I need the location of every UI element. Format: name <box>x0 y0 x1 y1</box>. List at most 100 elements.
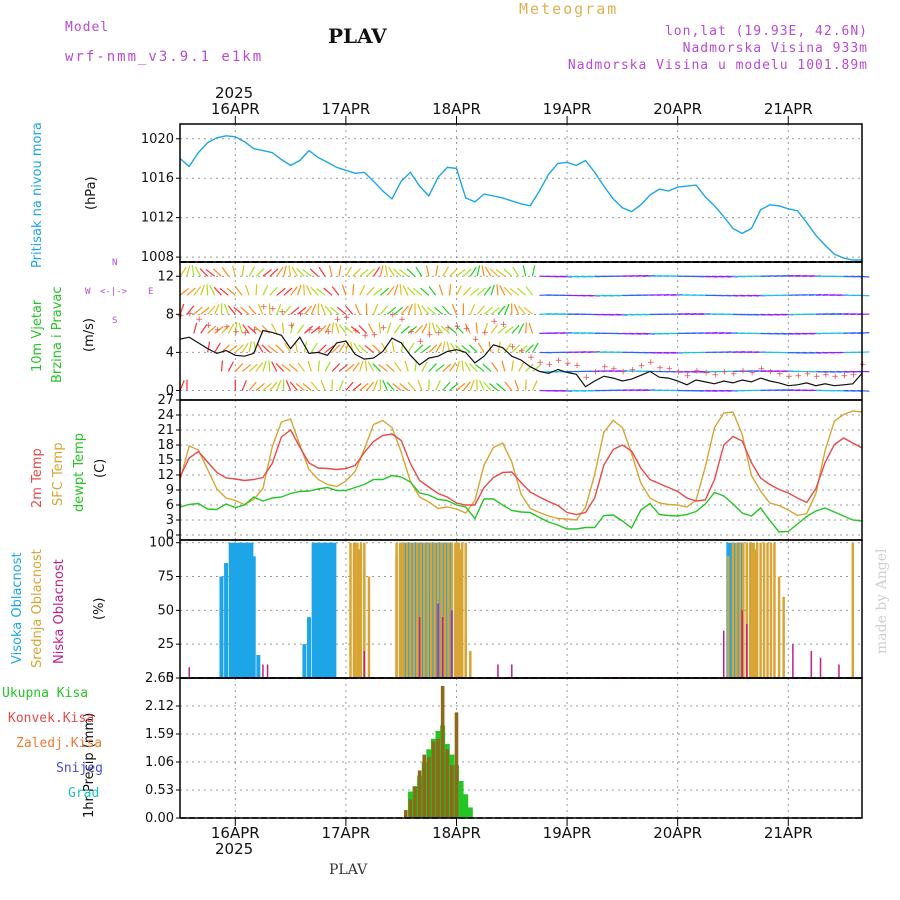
wind-arrow <box>461 360 464 372</box>
wind-arrow <box>317 344 327 353</box>
wind-arrow <box>518 323 525 334</box>
wind-arrow <box>255 382 265 391</box>
wind-arrow <box>394 362 402 372</box>
conv-rain-bar <box>417 770 422 818</box>
wind-arrow <box>316 287 326 296</box>
gust-mark: + <box>527 353 535 363</box>
wind-arrow <box>205 268 215 277</box>
gust-mark: + <box>601 363 609 373</box>
wind-arrow <box>297 324 305 334</box>
wind-arrow <box>504 381 513 391</box>
y-tick-label: 1008 <box>141 250 174 265</box>
y-tick-label: 0 <box>166 528 174 543</box>
wind-arrow <box>379 265 384 277</box>
wind-arrow <box>469 379 475 391</box>
model-label: Model <box>65 20 110 35</box>
compass-w: W <box>85 287 91 297</box>
wind-arrow <box>275 344 285 353</box>
wind-arrow <box>400 305 409 315</box>
y-tick-label: 75 <box>157 570 174 585</box>
gust-mark: + <box>232 327 240 337</box>
wind-arrow <box>207 305 216 315</box>
wind-barbs <box>179 265 870 392</box>
high_cloud-bar <box>245 542 250 678</box>
low_cloud-bar <box>451 610 453 678</box>
wind-arrow <box>442 341 446 353</box>
gust-mark: + <box>638 362 646 372</box>
wind-arrow <box>352 268 362 277</box>
wind-arrow <box>483 322 489 334</box>
wind-arrow <box>483 381 492 391</box>
legend-hail: Grad <box>68 786 100 801</box>
wind-arrow <box>392 268 402 277</box>
wind-arrow <box>352 383 362 391</box>
mid_cloud-bar <box>457 542 461 678</box>
wind-arrow <box>283 265 287 277</box>
wind-arrow <box>496 284 499 296</box>
wind-arrow <box>391 341 395 353</box>
wind-arrow <box>367 323 375 334</box>
wind-arrow <box>386 306 397 315</box>
low_cloud-bar <box>723 630 725 678</box>
wind-arrow <box>522 265 527 277</box>
wind-arrow <box>488 341 492 353</box>
low_cloud-bar <box>418 617 421 678</box>
wind-arrow <box>379 305 388 315</box>
x-tick-label-bottom: 18APR <box>432 824 481 842</box>
gust-mark: + <box>758 365 766 375</box>
wind-arrow <box>417 303 423 315</box>
wind-arrow <box>200 306 210 315</box>
wind-arrow <box>455 285 463 296</box>
wind-arrow <box>435 265 439 277</box>
wind-arrow <box>214 342 221 353</box>
mid_cloud-bar <box>464 637 467 678</box>
wind-arrow <box>194 266 202 277</box>
high_cloud-bar <box>332 542 337 678</box>
gust-mark: + <box>831 372 839 382</box>
wind-arrow <box>503 286 513 296</box>
gust-mark: + <box>242 328 250 338</box>
wind-arrow <box>435 324 444 334</box>
mid_cloud-bar <box>353 542 357 678</box>
high_cloud-bar <box>235 542 240 678</box>
wind-arrow <box>345 381 354 391</box>
mid_cloud-bar <box>759 542 762 678</box>
wind-arrow <box>271 323 278 334</box>
wind-arrow <box>490 324 499 334</box>
gust-mark: + <box>841 371 849 381</box>
temp2m-line <box>179 428 863 516</box>
wind-arrow <box>481 265 485 277</box>
wind-arrow <box>228 345 238 353</box>
wind-arrow <box>364 345 374 353</box>
wind-arrow <box>324 345 335 353</box>
y-tick-label: 100 <box>149 536 174 551</box>
wind-arrow <box>386 322 392 334</box>
mid_cloud-bar <box>459 549 463 678</box>
wind-arrow <box>255 268 265 277</box>
low_cloud-bar <box>437 603 439 678</box>
gust-mark: + <box>739 366 747 376</box>
high_cloud-bar <box>307 617 312 678</box>
legend-total-rain: Ukupna Kisa <box>2 686 89 701</box>
wind-arrow <box>234 286 243 296</box>
wind-arrow <box>490 284 495 296</box>
wind-arrow <box>193 286 202 296</box>
wind-arrow <box>354 303 361 315</box>
wind-arrow <box>304 325 314 334</box>
high_cloud-bar <box>302 644 307 678</box>
wind-arrow <box>307 360 312 372</box>
model-elevation-label: Nadmorska Visina u modelu 1001.89m <box>567 58 868 73</box>
wind-arrow <box>447 326 457 334</box>
wind-arrow <box>318 266 326 277</box>
wind-arrow <box>233 306 243 315</box>
wind-arrow <box>482 363 492 372</box>
gust-mark: + <box>665 365 673 375</box>
gust-mark: + <box>748 368 756 378</box>
wind-arrow <box>392 383 402 391</box>
wind-arrow <box>518 361 525 372</box>
mid_cloud-bar <box>731 542 735 678</box>
gust-mark: + <box>619 367 627 377</box>
wind-arrow <box>234 363 244 372</box>
conv-rain-bar <box>413 786 417 818</box>
wind-arrow <box>381 342 388 353</box>
